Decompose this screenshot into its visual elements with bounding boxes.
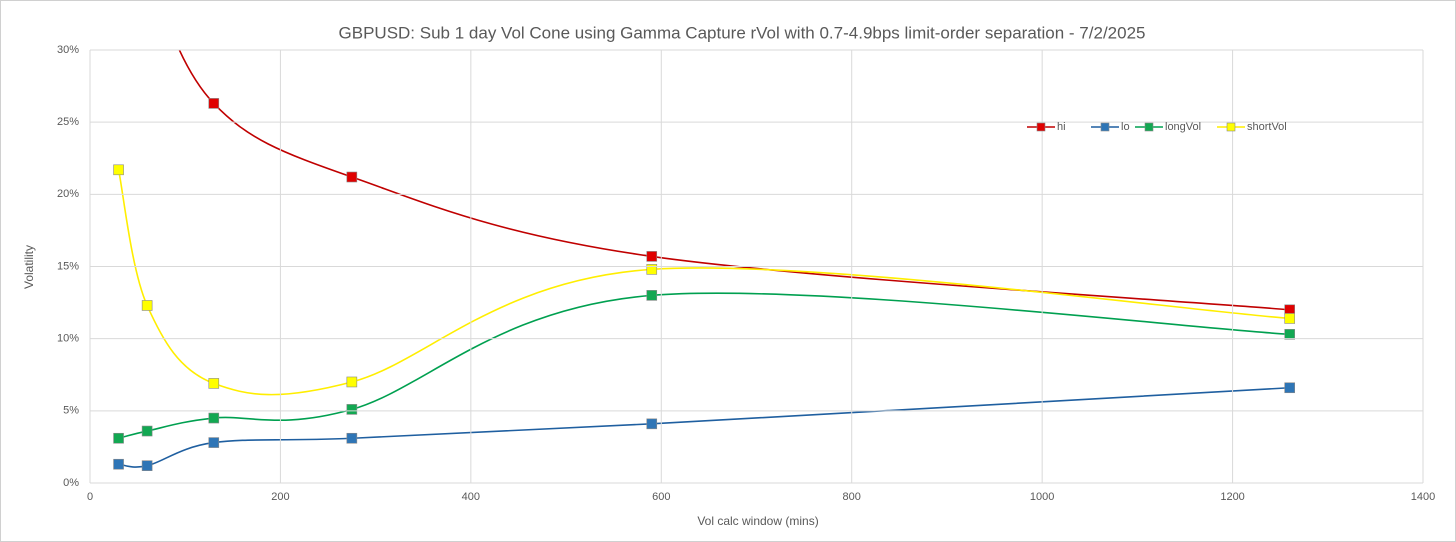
y-axis-title: Volatility bbox=[22, 245, 36, 289]
data-point bbox=[346, 171, 358, 183]
y-tick-label: 5% bbox=[63, 405, 79, 417]
x-tick-label: 600 bbox=[652, 491, 670, 503]
x-tick-label: 1000 bbox=[1030, 491, 1054, 503]
legend-label: lo bbox=[1121, 121, 1130, 133]
data-point bbox=[113, 164, 124, 176]
x-tick-label: 200 bbox=[271, 491, 289, 503]
legend-marker bbox=[1226, 122, 1236, 132]
y-tick-label: 10% bbox=[57, 333, 79, 345]
data-point bbox=[141, 460, 153, 471]
x-tick-label: 0 bbox=[87, 491, 93, 503]
y-tick-label: 25% bbox=[57, 116, 79, 128]
data-point bbox=[346, 376, 358, 388]
x-tick-label: 1200 bbox=[1220, 491, 1244, 503]
data-point bbox=[141, 300, 153, 311]
data-point bbox=[1284, 313, 1295, 324]
data-point bbox=[646, 418, 658, 430]
x-tick-label: 800 bbox=[843, 491, 861, 503]
data-point bbox=[646, 264, 658, 275]
y-tick-label: 0% bbox=[63, 477, 79, 489]
legend-label: shortVol bbox=[1247, 121, 1287, 133]
y-tick-label: 15% bbox=[57, 260, 79, 272]
data-point bbox=[646, 251, 658, 262]
series-line bbox=[118, 386, 1290, 468]
x-tick-label: 400 bbox=[462, 491, 480, 503]
series-line bbox=[178, 50, 1290, 311]
data-point bbox=[141, 425, 153, 437]
legend-marker bbox=[1144, 122, 1154, 132]
y-tick-label: 20% bbox=[57, 188, 79, 200]
data-point bbox=[113, 458, 124, 470]
series-line bbox=[118, 292, 1290, 440]
data-point bbox=[1284, 382, 1295, 394]
data-point bbox=[113, 432, 124, 444]
legend-label: longVol bbox=[1165, 121, 1201, 133]
data-point bbox=[208, 378, 220, 389]
data-point bbox=[346, 432, 358, 444]
data-point bbox=[208, 412, 220, 424]
x-tick-label: 1400 bbox=[1411, 491, 1435, 503]
data-point bbox=[208, 437, 220, 448]
data-point bbox=[208, 98, 220, 109]
data-point bbox=[346, 404, 358, 415]
data-point bbox=[1284, 329, 1295, 340]
chart-title: GBPUSD: Sub 1 day Vol Cone using Gamma C… bbox=[339, 23, 1146, 42]
legend-marker bbox=[1036, 122, 1046, 132]
x-axis-title: Vol calc window (mins) bbox=[697, 514, 818, 528]
plot-area bbox=[113, 50, 1295, 471]
y-tick-label: 30% bbox=[57, 44, 79, 56]
legend-marker bbox=[1100, 122, 1110, 132]
data-point bbox=[646, 290, 658, 301]
legend-label: hi bbox=[1057, 121, 1066, 133]
